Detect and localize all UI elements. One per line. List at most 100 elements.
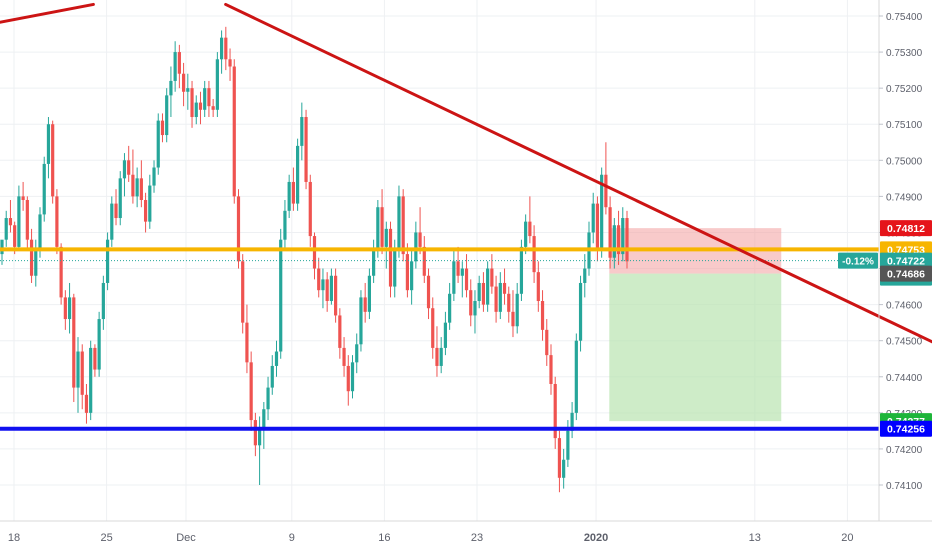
candle-body: [59, 246, 63, 298]
candle-body: [376, 207, 380, 251]
candle-body: [228, 59, 232, 67]
candle-body: [498, 282, 502, 312]
trendlines[interactable]: [0, 2, 932, 351]
candle: [321, 268, 325, 309]
candle-body: [372, 250, 376, 276]
candle: [490, 254, 494, 294]
candle: [486, 261, 490, 312]
change-badge-bg: [838, 252, 878, 269]
candle-body: [51, 124, 55, 197]
candle-body: [502, 282, 507, 294]
price-tick-label: 0.75200: [886, 84, 923, 95]
candle-body: [494, 286, 498, 312]
candle-body: [291, 181, 295, 204]
candle: [549, 344, 553, 395]
candle-body: [169, 80, 173, 96]
candle-body: [215, 59, 219, 110]
candle-body: [219, 37, 224, 60]
downtrend-line[interactable]: [224, 2, 932, 351]
candle: [477, 275, 481, 309]
candle-body: [84, 394, 89, 413]
candle: [372, 239, 376, 283]
candle-body: [122, 160, 127, 179]
price-badge-bg: [880, 220, 932, 237]
candle-body: [0, 239, 4, 255]
candle-body: [350, 362, 355, 392]
price-badge: 0.74722: [880, 252, 932, 269]
candle-body: [595, 203, 600, 251]
candle-body: [317, 268, 321, 291]
candle: [511, 290, 515, 338]
upper-left-line[interactable]: [0, 2, 95, 34]
candle: [325, 272, 329, 312]
price-tick-label: 0.74200: [886, 445, 923, 456]
candle-body: [532, 236, 536, 273]
candle-body: [477, 282, 481, 302]
candle: [291, 167, 295, 211]
candle: [143, 192, 148, 233]
candle-body: [625, 218, 629, 262]
time-axis[interactable]: 18 25 Dec 9 16 23 2020 13 20: [0, 520, 932, 544]
candle: [4, 210, 8, 247]
candle: [342, 337, 346, 377]
candle: [456, 246, 460, 283]
candle-body: [279, 239, 283, 352]
candle: [359, 290, 363, 352]
candle: [105, 232, 110, 291]
candle: [540, 290, 545, 341]
candle-body: [38, 214, 42, 251]
candle-body: [224, 37, 228, 60]
candle: [241, 254, 245, 334]
candle: [165, 88, 169, 143]
candle: [131, 149, 135, 204]
candle-body: [186, 88, 190, 92]
candle-body: [308, 181, 312, 237]
candle-body: [380, 207, 384, 247]
candle-body: [135, 178, 139, 197]
candle: [224, 26, 228, 71]
price-tick-label: 0.75000: [886, 156, 923, 167]
candle: [346, 355, 350, 406]
candle: [367, 268, 371, 320]
candle-body: [388, 228, 393, 287]
candle-body: [46, 124, 51, 164]
candle: [312, 232, 317, 280]
candle-body: [160, 120, 165, 136]
price-badge-label: 0.74812: [887, 223, 925, 235]
candle-body: [8, 218, 13, 226]
target-zone[interactable]: [609, 273, 782, 422]
candle: [139, 160, 143, 208]
candle-body: [321, 279, 325, 291]
candle-body: [355, 344, 359, 363]
candle-body: [562, 459, 566, 478]
candle: [55, 189, 59, 255]
candle-body: [177, 52, 181, 74]
candle-body: [393, 250, 397, 287]
horizontal-lines[interactable]: [0, 247, 879, 431]
candle-body: [296, 145, 300, 204]
candle-body: [612, 225, 616, 258]
candle: [8, 199, 13, 233]
candle: [59, 243, 63, 305]
candle: [481, 272, 486, 312]
candle: [600, 167, 604, 258]
time-tick-label: 16: [378, 532, 390, 544]
candle-body: [540, 301, 545, 330]
candle: [334, 268, 338, 323]
candle-body: [190, 88, 194, 118]
candle-body: [519, 246, 524, 294]
candle-body: [473, 301, 477, 316]
candle: [502, 268, 507, 305]
candle: [498, 272, 502, 320]
candle-body: [266, 387, 270, 410]
candle: [215, 52, 219, 118]
price-tick-label: 0.75100: [886, 120, 923, 131]
price-tick-label: 0.74900: [886, 192, 923, 203]
candle: [152, 160, 156, 193]
candle-body: [418, 232, 422, 247]
candle-body: [524, 221, 528, 247]
candle-body: [93, 347, 97, 370]
candle-body: [165, 95, 169, 136]
candle-body: [553, 383, 557, 439]
